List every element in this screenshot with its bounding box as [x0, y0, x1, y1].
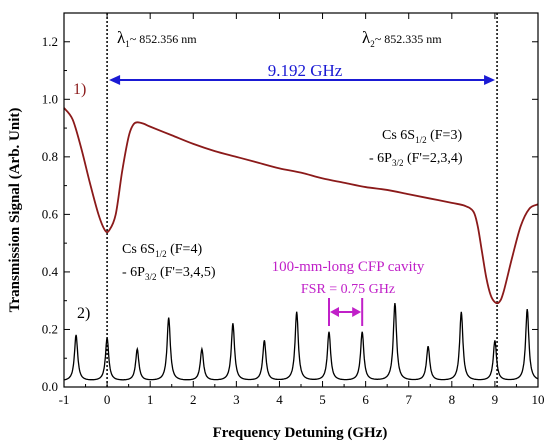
x-axis-title: Frequency Detuning (GHz) — [213, 425, 388, 441]
fsr-label: FSR = 0.75 GHz — [301, 282, 395, 297]
series1-line — [63, 107, 539, 305]
span-label: 9.192 GHz — [268, 61, 343, 80]
axes: -1 0 1 2 3 4 5 6 7 8 9 10 0.0 0.2 0.4 0.6 0.8 1.0 1.2 — [42, 12, 545, 407]
lambda1-label: λ1~ 852.356 nm — [117, 28, 197, 49]
lambda2-label: λ2~ 852.335 nm — [362, 28, 442, 49]
x-tick-label: 0 — [104, 392, 111, 407]
series2-line — [63, 303, 539, 381]
series1-label: 1) — [73, 81, 86, 98]
y-tick-label: 1.0 — [42, 91, 58, 106]
y-tick-label: 0.6 — [42, 206, 59, 221]
y-tick-label: 1.2 — [42, 34, 58, 49]
x-tick-label: 6 — [362, 392, 369, 407]
x-tick-label: 5 — [319, 392, 326, 407]
span-arrow-left-head — [109, 75, 121, 85]
x-tick-label: 3 — [233, 392, 240, 407]
fsr-arrow-right-head — [352, 307, 362, 317]
y-tick-label: 0.2 — [42, 321, 58, 336]
x-tick-label: 2 — [190, 392, 197, 407]
x-tick-label: 8 — [449, 392, 456, 407]
y-axis-title: Transmission Signal (Arb. Unit) — [7, 108, 23, 313]
x-tick-label: 10 — [532, 392, 545, 407]
y-tick-label: 0.8 — [42, 149, 58, 164]
x-tick-label: 9 — [492, 392, 499, 407]
x-tick-label: 1 — [147, 392, 154, 407]
transition2-line2: - 6P3/2 (F'=2,3,4) — [369, 151, 463, 168]
y-tick-label: 0.0 — [42, 379, 58, 394]
transition2-line1: Cs 6S1/2 (F=3) — [382, 128, 462, 145]
y-tick-label: 0.4 — [42, 264, 59, 279]
x-tick-label: 4 — [276, 392, 283, 407]
series2-label: 2) — [77, 305, 90, 322]
plot-area — [63, 13, 539, 387]
span-arrow-right-head — [484, 75, 496, 85]
fsr-arrow-left-head — [330, 307, 340, 317]
transition1-line2: - 6P3/2 (F'=3,4,5) — [122, 265, 216, 282]
x-tick-label: -1 — [59, 392, 70, 407]
transition1-line1: Cs 6S1/2 (F=4) — [122, 242, 202, 259]
x-tick-label: 7 — [405, 392, 412, 407]
cavity-label: 100-mm-long CFP cavity — [272, 259, 425, 275]
